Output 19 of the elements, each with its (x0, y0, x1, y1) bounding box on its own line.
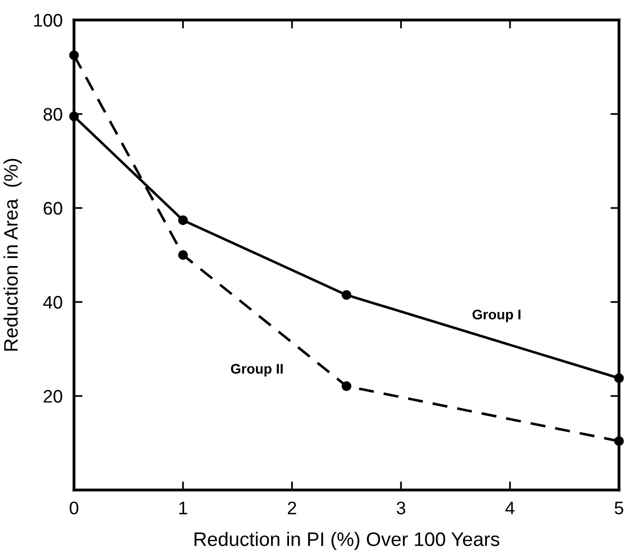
x-axis-title: Reduction in PI (%) Over 100 Years (194, 532, 500, 550)
series-label: Group II (230, 364, 283, 376)
series-label: Group I (472, 310, 520, 322)
x-tick-label: 4 (505, 502, 514, 514)
x-tick-label: 5 (614, 502, 624, 514)
point (342, 381, 352, 391)
x-tick-label: 2 (288, 502, 296, 514)
y-tick-label: 60 (44, 202, 62, 215)
y-tick-label: 20 (44, 390, 62, 403)
x-tick-label: 1 (179, 502, 188, 514)
x-tick-label: 3 (396, 502, 406, 514)
x-tick-label: 0 (70, 502, 78, 514)
y-tick-label: 100 (34, 14, 62, 27)
y-axis-title: Reduction in Area (%) (4, 158, 22, 351)
point (178, 215, 188, 226)
y-tick-label: 40 (43, 296, 62, 309)
y-tick-label: 80 (44, 108, 62, 121)
point (178, 250, 188, 260)
point (342, 290, 352, 300)
